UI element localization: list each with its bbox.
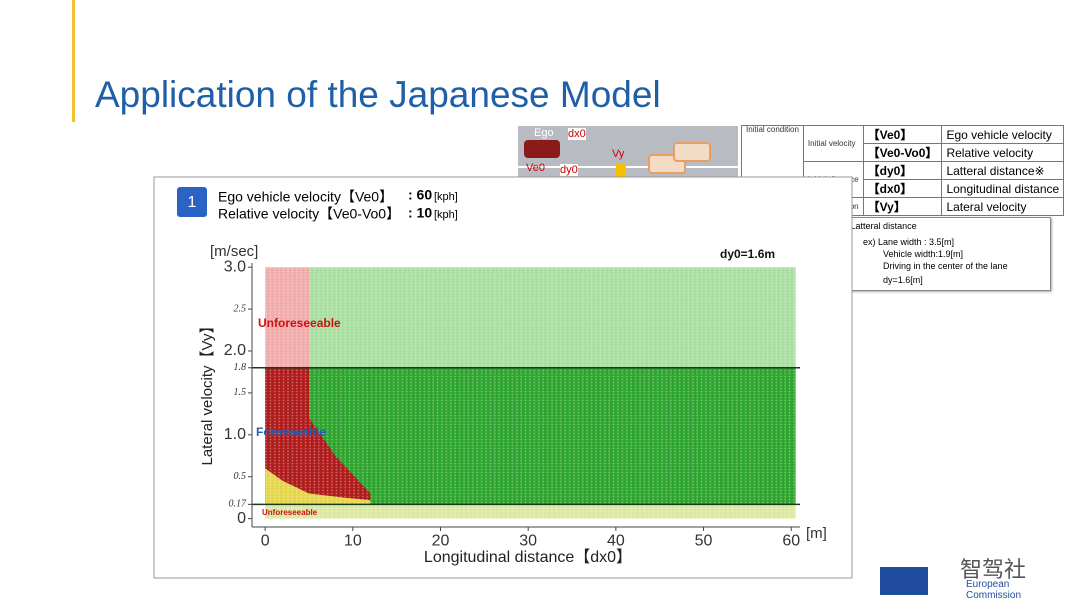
y-tick-label: 0.5	[234, 471, 247, 482]
y-tick-label: 3.0	[224, 258, 246, 275]
y-tick-label: 1.8	[234, 362, 247, 373]
lane-line	[518, 166, 738, 168]
panel-unit: [kph]	[434, 209, 458, 221]
dot-texture	[265, 263, 801, 527]
chart-frame	[153, 176, 853, 579]
accent-bar	[72, 0, 75, 122]
label: dx0	[568, 128, 586, 140]
label: Vy	[612, 148, 625, 160]
region	[265, 367, 796, 505]
y-tick-label: 0.17	[229, 499, 248, 510]
label: Ve0	[526, 162, 545, 174]
note-line: dy=1.6[m]	[883, 275, 923, 285]
label: Vo0	[636, 182, 655, 194]
y-tick-label: 1.5	[234, 387, 247, 398]
x-tick-label: 50	[695, 532, 713, 549]
region	[265, 367, 371, 502]
cell: Vehicle motion	[741, 197, 804, 216]
region	[265, 504, 796, 519]
region	[308, 267, 796, 368]
panel-value: : 10	[408, 205, 432, 221]
y-axis-title: Lateral velocity【Vy】	[199, 319, 216, 466]
region	[265, 267, 309, 368]
x-axis-title: Longitudinal distance【dx0】	[424, 549, 632, 566]
annotation: Unforeseeable	[262, 508, 318, 517]
x-unit: [m]	[806, 525, 827, 542]
challenging-car	[596, 180, 634, 198]
note-box: ※Latteral distance ex) Lane width : 3.5[…	[836, 217, 1051, 291]
y-unit: [m/sec]	[210, 243, 258, 260]
cell: Initial condition	[741, 125, 804, 198]
x-tick-label: 40	[607, 532, 625, 549]
y-tick-label: 2.5	[234, 303, 247, 314]
badge	[177, 187, 207, 217]
region	[265, 468, 371, 505]
x-tick-label: 10	[344, 532, 362, 549]
cell: Latteral distance※	[941, 161, 1065, 180]
panel-label: Ego vehicle velocity【Ve0】	[218, 189, 393, 205]
note-line: Driving in the center of the lane	[883, 261, 1008, 271]
x-tick-label: 30	[519, 532, 537, 549]
panel-unit: [kph]	[434, 191, 458, 203]
watermark: 智驾社	[960, 557, 1027, 582]
cell: 【Vy】	[862, 197, 943, 216]
cell: Lateral velocity	[941, 197, 1065, 216]
note-line: ※Latteral distance	[843, 221, 917, 231]
panel-value: : 60	[408, 187, 432, 203]
badge-text: 1	[188, 194, 197, 211]
cell: 【Ve0】	[862, 125, 943, 144]
eu-flag	[880, 567, 928, 595]
cell: 【dx0】	[862, 179, 943, 198]
cell: Initial distance	[802, 161, 864, 198]
x-tick-label: 60	[782, 532, 800, 549]
cell: 【Ve0-Vo0】	[862, 143, 943, 162]
ghost-car	[673, 142, 711, 162]
cell: Longitudinal distance	[941, 179, 1065, 198]
cell: Initial velocity	[802, 125, 864, 162]
annotation: dy0=1.6m	[720, 247, 775, 261]
label: Ego	[534, 127, 554, 139]
y-tick-label: 1.0	[224, 426, 246, 443]
panel-label: Relative velocity【Ve0-Vo0】	[218, 206, 400, 222]
logo-text: European Commission	[966, 579, 1022, 601]
logo: European Commission	[880, 563, 1030, 601]
x-tick-label: 0	[261, 532, 270, 549]
label: dy0	[560, 164, 578, 176]
ego-car	[524, 140, 560, 158]
arrow	[616, 164, 626, 178]
y-tick-label: 0	[237, 510, 246, 527]
note-line: ex) Lane width : 3.5[m]	[863, 237, 955, 247]
slide-title: Application of the Japanese Model	[95, 74, 661, 115]
note-line: Vehicle width:1.9[m]	[883, 249, 964, 259]
annotation: Unforeseeable	[258, 316, 341, 330]
cell: Relative velocity	[941, 143, 1065, 162]
y-tick-label: 2.0	[224, 342, 246, 359]
cell: Lateral motion	[802, 197, 864, 216]
cell: Ego vehicle velocity	[941, 125, 1065, 144]
x-tick-label: 20	[432, 532, 450, 549]
scenario-diagram: Ego Ve0 dx0 dy0 Vy Vo0 Challenging vehic…	[518, 126, 738, 213]
label: Challenging vehicle	[618, 200, 705, 211]
annotation: Foreseeable	[256, 425, 326, 439]
definition-table: Initial condition Initial velocity 【Ve0】 Eg…	[741, 125, 1065, 216]
cell: 【dy0】	[862, 161, 943, 180]
